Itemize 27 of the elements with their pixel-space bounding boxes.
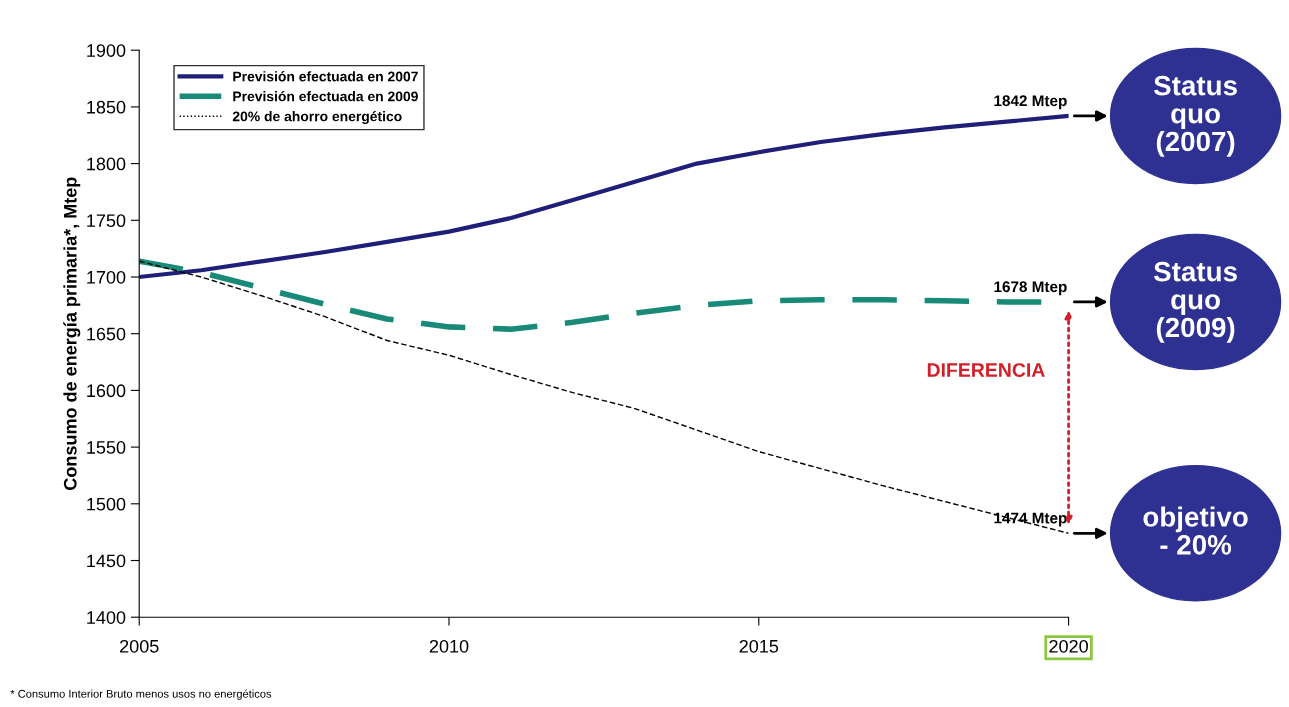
x-tick-label: 2005 bbox=[120, 639, 159, 653]
legend-label: Previsión efectuada en 2007 bbox=[233, 71, 418, 82]
x-tick-label: 2015 bbox=[739, 639, 779, 653]
data-label: 1842 Mtep bbox=[994, 95, 1067, 110]
y-tick-label: 1650 bbox=[87, 327, 126, 341]
y-tick-label: 1900 bbox=[87, 44, 126, 57]
y-tick-label: 1500 bbox=[87, 497, 126, 511]
y-tick-label: 1600 bbox=[87, 384, 126, 398]
x-tick-label: 2010 bbox=[429, 639, 469, 653]
y-tick-label: 1550 bbox=[87, 441, 126, 454]
text: Status quo (2007) bbox=[1153, 75, 1237, 157]
y-axis-title: Consumo de energía primaria*, Mtep bbox=[63, 177, 81, 490]
y-tick-label: 1450 bbox=[87, 554, 126, 568]
y-tick-label: 1750 bbox=[87, 214, 126, 228]
legend-label: Previsión efectuada en 2009 bbox=[233, 90, 418, 102]
annotation: DIFERENCIA bbox=[927, 363, 1045, 377]
y-tick-label: 1850 bbox=[87, 100, 126, 114]
text: objetivo - 20% bbox=[1143, 506, 1248, 555]
text: * Consumo Interior Bruto menos usos no energéticos bbox=[10, 689, 272, 700]
y-tick-label: 1400 bbox=[87, 611, 126, 624]
y-tick-label: 1800 bbox=[87, 157, 126, 171]
legend-label: 20% de ahorro energético bbox=[232, 110, 402, 125]
y-tick-label: 1700 bbox=[87, 270, 126, 284]
text: Status quo (2009) bbox=[1153, 261, 1237, 343]
x-tick-label: 2020 bbox=[1049, 639, 1088, 653]
data-label: 1678 Mtep bbox=[994, 281, 1067, 296]
line-series bbox=[139, 113, 1069, 280]
